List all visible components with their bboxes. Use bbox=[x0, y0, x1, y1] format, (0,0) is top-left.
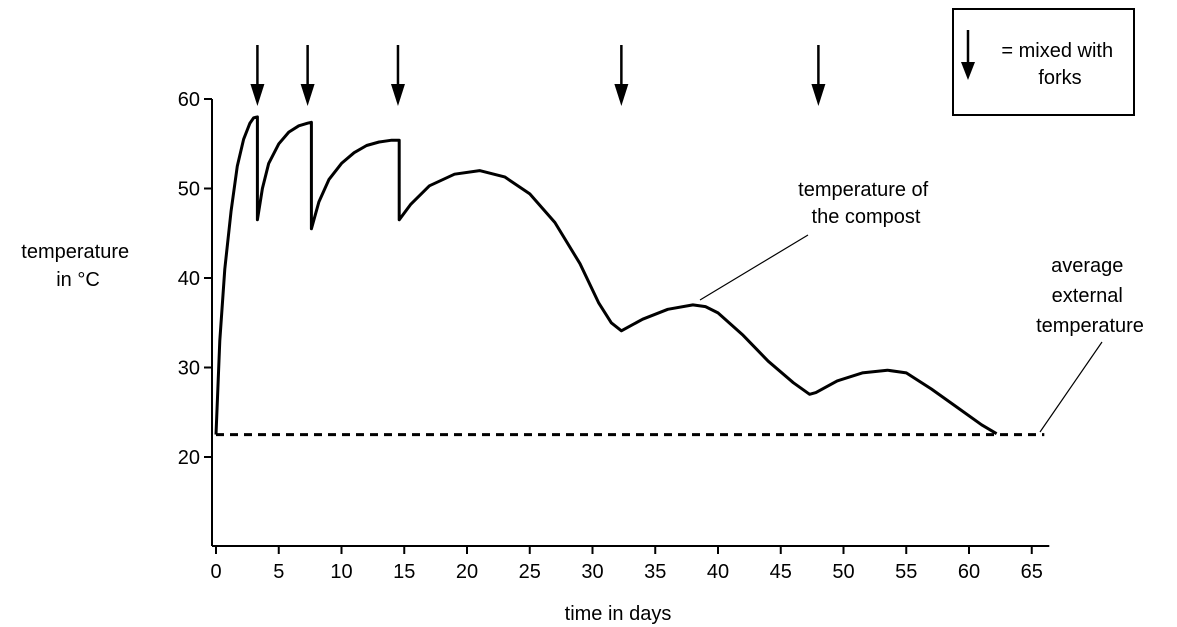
x-tick-label: 45 bbox=[770, 561, 792, 583]
y-ticks: 20 30 40 50 60 bbox=[178, 89, 212, 469]
mix-event-arrows bbox=[250, 45, 826, 106]
mix-arrow-head bbox=[390, 84, 405, 106]
y-tick-label: 50 bbox=[178, 179, 200, 201]
y-axis-title-line-2: in °C bbox=[56, 269, 100, 291]
compost-annotation: temperature of the compost bbox=[699, 179, 934, 301]
compost-annotation-line-1: temperature of bbox=[798, 179, 929, 201]
legend-text-line-2: forks bbox=[1038, 67, 1081, 89]
legend-frame bbox=[952, 8, 1135, 116]
y-axis-title: temperature in °C bbox=[21, 241, 134, 291]
y-tick-label: 60 bbox=[178, 89, 200, 111]
x-tick-label: 35 bbox=[644, 561, 666, 583]
y-tick-label: 40 bbox=[178, 268, 200, 290]
legend-box: = mixed with forks bbox=[952, 8, 1135, 116]
external-annotation-line-1: average bbox=[1051, 255, 1123, 277]
compost-annotation-text: temperature of the compost bbox=[798, 179, 934, 228]
x-axis-title: time in days bbox=[565, 603, 672, 625]
legend-text: = mixed with forks bbox=[1001, 40, 1118, 89]
x-tick-label: 60 bbox=[958, 561, 980, 583]
external-annotation-line-2: external bbox=[1052, 285, 1123, 307]
x-tick-label: 30 bbox=[581, 561, 603, 583]
x-ticks: 0 5 10 15 20 25 30 35 40 45 50 55 60 65 bbox=[210, 546, 1043, 583]
compost-annotation-line-2: the compost bbox=[812, 206, 921, 228]
x-tick-label: 0 bbox=[210, 561, 221, 583]
y-tick-label: 20 bbox=[178, 447, 200, 469]
mix-arrow-head bbox=[614, 84, 629, 106]
y-tick-label: 30 bbox=[178, 358, 200, 380]
x-tick-label: 65 bbox=[1021, 561, 1043, 583]
external-leader-line bbox=[1039, 341, 1103, 433]
legend-arrow-head bbox=[961, 62, 975, 80]
compost-leader-line bbox=[699, 234, 809, 301]
external-annotation-line-3: temperature bbox=[1036, 315, 1144, 337]
mix-arrow-head bbox=[250, 84, 265, 106]
compost-temperature-line bbox=[214, 115, 998, 435]
x-tick-label: 20 bbox=[456, 561, 478, 583]
axes bbox=[211, 99, 1050, 547]
external-annotation: average external temperature bbox=[1036, 255, 1144, 433]
x-tick-label: 40 bbox=[707, 561, 729, 583]
x-tick-label: 15 bbox=[393, 561, 415, 583]
x-tick-label: 50 bbox=[832, 561, 854, 583]
mix-arrow-head bbox=[300, 84, 315, 106]
y-axis-title-line-1: temperature bbox=[21, 241, 129, 263]
x-tick-label: 55 bbox=[895, 561, 917, 583]
x-tick-label: 5 bbox=[273, 561, 284, 583]
x-tick-label: 25 bbox=[519, 561, 541, 583]
legend-text-line-1: = mixed with bbox=[1001, 40, 1113, 62]
x-tick-label: 10 bbox=[330, 561, 352, 583]
external-annotation-text: average external temperature bbox=[1036, 255, 1144, 337]
mix-arrow-head bbox=[811, 84, 826, 106]
